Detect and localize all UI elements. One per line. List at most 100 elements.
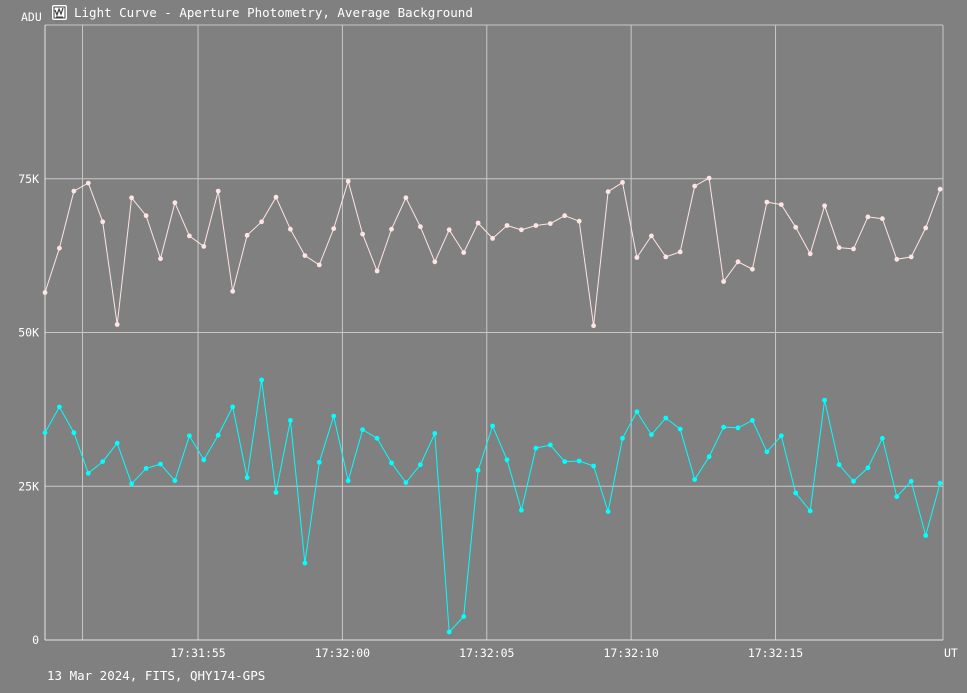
series-line [44,379,941,634]
data-point [215,432,221,438]
x-tick-label: 17:32:15 [748,646,803,660]
footer-info: 13 Mar 2024, FITS, QHY174-GPS [47,668,266,683]
data-point [634,255,640,260]
data-point [663,254,669,260]
window-title: Light Curve - Aperture Photometry, Avera… [74,4,473,20]
data-point [822,203,827,209]
data-point [533,223,539,228]
data-point [201,457,207,463]
data-point [114,440,120,446]
data-point [143,466,149,471]
data-point [663,415,669,421]
data-point [490,236,495,241]
data-point [908,478,914,484]
data-point [461,614,467,619]
title-bar: Light Curve - Aperture Photometry, Avera… [52,3,473,21]
data-point [215,188,221,194]
data-point [172,478,178,484]
data-point [634,409,640,415]
data-point [230,404,236,410]
data-point [57,404,62,410]
data-point [244,475,250,480]
data-point [432,431,438,436]
data-point [100,459,106,464]
data-point [735,425,741,431]
data-point [576,458,582,464]
data-point [706,175,712,181]
data-point [475,220,481,226]
x-tick-label: 17:32:10 [603,646,658,660]
data-point [71,430,77,436]
data-point [605,509,611,514]
series-line [44,177,941,326]
data-point [836,245,842,251]
data-point [547,442,553,448]
data-point [316,459,322,465]
data-point [345,478,351,484]
data-point [562,459,568,464]
data-point [360,427,365,433]
data-point [865,214,871,220]
data-point [331,226,337,232]
data-point [244,232,250,238]
x-tick-label: 17:32:00 [315,646,370,660]
data-point [894,256,900,262]
data-point [894,494,900,500]
data-point [721,424,726,430]
data-point [201,244,207,249]
data-point [187,433,192,439]
data-point [764,199,770,205]
data-point [288,418,293,423]
data-point [446,629,452,635]
data-point [259,219,264,225]
data-point [302,253,308,258]
data-point [42,290,48,295]
data-point [620,435,625,441]
data-point [692,183,698,189]
data-point [504,223,510,228]
data-point [851,246,856,252]
data-point [288,226,293,232]
data-point [345,178,351,184]
data-point [187,233,192,239]
data-point [403,480,409,485]
data-point [519,507,524,513]
data-point [446,227,452,233]
data-point [778,202,784,208]
data-point [302,560,308,566]
data-point [57,245,62,251]
data-point [750,418,755,423]
data-point [778,433,784,439]
x-tick-label: 17:32:05 [459,646,514,660]
data-point [591,323,596,329]
data-point [880,435,885,441]
y-axis-label: ADU [21,10,42,24]
data-point [547,221,553,227]
data-point [807,251,813,257]
data-point [331,413,337,419]
data-point [793,224,799,230]
data-point [374,435,380,441]
data-point [677,249,683,255]
data-point [129,481,135,487]
data-point [836,462,842,468]
data-point [418,462,423,468]
data-point [908,254,914,260]
data-point [706,454,712,460]
x-axis-label: UT [944,646,958,660]
series-1 [42,175,943,329]
axes-layer [44,25,943,641]
data-point [100,219,106,225]
data-point [403,195,409,201]
data-point [158,461,163,467]
data-point [172,200,178,206]
grid-layer [45,24,944,640]
data-point [389,460,394,466]
data-point [649,432,654,437]
data-point [143,213,149,219]
data-point [620,180,625,185]
data-point [158,256,163,262]
data-point [432,259,438,265]
data-point [85,470,91,476]
